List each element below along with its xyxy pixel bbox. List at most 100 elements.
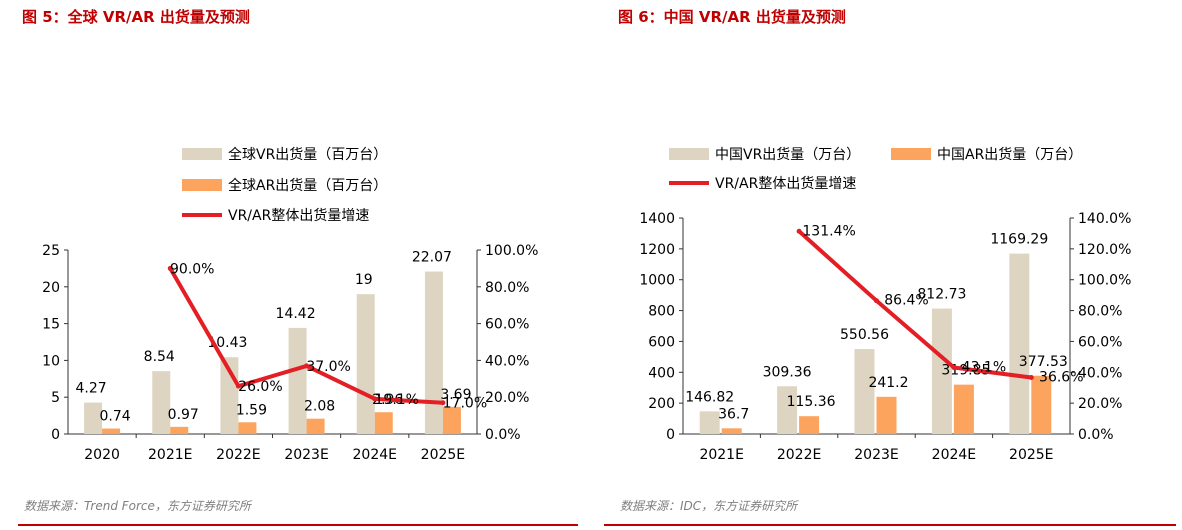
y-tick-label: 600 [648,334,675,350]
growth-data-label: 19.1% [375,392,419,408]
ar-data-label: 115.36 [787,394,836,410]
legend-ar-swatch [891,148,931,160]
x-tick-label: 2022E [216,447,260,463]
y2-tick-label: 100.0% [1078,273,1131,289]
growth-point [951,365,957,371]
figure-5-divider [18,524,578,526]
ar-bar [876,396,897,434]
y-tick-label: 10 [42,353,60,369]
ar-data-label: 241.2 [868,375,908,391]
y2-tick-label: 40.0% [1078,365,1122,381]
y2-tick-label: 120.0% [1078,242,1131,258]
x-tick-label: 2020 [84,447,120,463]
ar-bar [238,422,257,434]
x-tick-label: 2025E [421,447,465,463]
ar-data-label: 0.74 [99,409,130,425]
ar-data-label: 2.08 [304,399,335,415]
ar-bar [374,412,393,434]
vr-bar [424,271,443,434]
x-tick-label: 2024E [932,447,976,463]
growth-data-label: 17.0% [443,396,487,412]
figure-5-source: 数据来源：Trend Force，东方证券研究所 [24,499,251,513]
ar-data-label: 1.59 [236,402,267,418]
legend-ar-label: 中国AR出货量（万台） [937,146,1082,163]
vr-bar [1009,253,1030,434]
ar-bar [1031,375,1052,434]
vr-bar [84,402,103,434]
growth-data-label: 90.0% [170,261,214,277]
legend-ar-label: 全球AR出货量（百万台） [228,177,387,194]
growth-point [235,383,241,389]
growth-point [874,298,879,304]
y2-tick-label: 40.0% [485,353,529,369]
legend-vr-swatch [669,148,709,160]
ar-data-label: 36.7 [718,406,749,422]
ar-bar [953,384,974,434]
x-tick-label: 2021E [148,447,192,463]
vr-bar [152,371,171,434]
vr-bar [356,294,375,434]
vr-data-label: 4.27 [75,381,106,397]
y-tick-label: 1400 [639,211,675,227]
ar-bar [721,428,742,434]
y2-tick-label: 100.0% [485,243,538,259]
figure-5-title: 图 5：全球 VR/AR 出货量及预测 [22,8,250,26]
y-tick-label: 25 [42,243,60,259]
china-vr-ar-chart: 0 200 400 600 800 1000 1200 1400 0.0% 20.0% 40.0% 6… [639,146,1131,463]
legend-line-label: VR/AR整体出货量增速 [228,207,369,224]
y-tick-label: 1200 [639,242,675,258]
y-tick-label: 5 [51,390,60,406]
ar-data-label: 3.69 [440,387,471,403]
ar-bar [102,428,121,434]
growth-data-label: 37.0% [306,359,350,375]
vr-data-label: 8.54 [144,349,175,365]
global-vr-ar-chart: 0 5 10 15 20 25 0.0% 20.0% 40.0% 60.0% 80.0% 100.0%… [42,146,538,463]
y2-tick-label: 20.0% [1078,396,1122,412]
ar-bar [442,406,461,434]
vr-data-label: 146.82 [685,389,734,405]
ar-bar [170,426,189,434]
y2-tick-label: 60.0% [1078,334,1122,350]
ar-data-label: 0.97 [168,407,199,423]
x-tick-label: 2021E [699,447,743,463]
ar-data-label: 377.53 [1019,354,1068,370]
vr-data-label: 19 [355,272,373,288]
vr-bar [288,327,307,434]
figure-6-source: 数据来源：IDC，东方证券研究所 [620,499,798,513]
y2-tick-label: 140.0% [1078,211,1131,227]
x-tick-label: 2023E [284,447,328,463]
vr-data-label: 14.42 [276,306,316,322]
ar-bar [799,416,820,434]
vr-data-label: 22.07 [412,250,452,266]
y-tick-label: 0 [51,427,60,443]
y-tick-label: 0 [666,427,675,443]
x-tick-label: 2024E [353,447,397,463]
vr-bar [854,349,875,434]
vr-bar [931,308,952,434]
growth-line [797,229,1032,380]
y2-tick-label: 80.0% [485,280,529,296]
y2-tick-label: 60.0% [485,317,529,333]
vr-data-label: 309.36 [763,364,812,380]
growth-point [796,228,802,234]
y-tick-label: 15 [42,317,60,333]
legend-vr-swatch [182,148,222,160]
y2-tick-label: 80.0% [1078,304,1122,320]
growth-point [372,396,378,402]
vr-data-label: 812.73 [917,287,966,303]
vr-data-label: 550.56 [840,327,889,343]
vr-bar [777,386,798,434]
y-tick-label: 800 [648,304,675,320]
y-tick-label: 200 [648,396,675,412]
growth-data-label: 43.1% [962,360,1006,376]
legend-vr-label: 中国VR出货量（万台） [715,146,860,163]
growth-point [304,363,310,369]
vr-bar [699,411,720,434]
y2-tick-label: 20.0% [485,390,529,406]
growth-data-label: 36.6% [1039,370,1083,386]
y2-tick-label: 0.0% [1078,427,1114,443]
x-tick-label: 2023E [854,447,898,463]
x-tick-label: 2022E [777,447,821,463]
y2-tick-label: 0.0% [485,427,521,443]
y-tick-label: 1000 [639,273,675,289]
